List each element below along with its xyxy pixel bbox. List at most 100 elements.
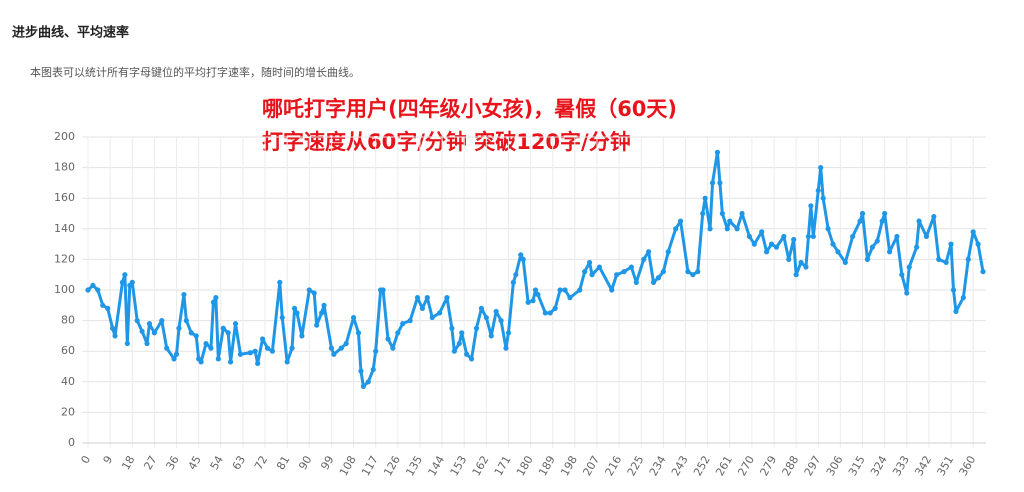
data-point (739, 210, 745, 217)
x-tick-label: 18 (119, 454, 137, 473)
data-point (225, 330, 231, 336)
data-point (360, 383, 366, 389)
x-tick-label: 162 (470, 454, 492, 479)
data-point (781, 233, 787, 240)
data-point (950, 287, 957, 293)
data-point (557, 287, 563, 293)
data-point (864, 256, 871, 262)
data-point (299, 333, 305, 339)
data-point (970, 229, 976, 235)
data-point (953, 308, 959, 315)
data-point (899, 272, 905, 278)
data-point (975, 241, 981, 247)
data-point (464, 351, 470, 357)
data-point (980, 269, 986, 275)
data-point (419, 305, 425, 311)
data-point (228, 359, 234, 365)
data-point (842, 259, 848, 266)
x-tick-label: 135 (403, 454, 425, 479)
y-tick-label: 20 (61, 405, 75, 418)
x-tick-label: 0 (78, 454, 93, 467)
data-point (586, 259, 593, 266)
data-point (773, 244, 780, 250)
data-point (850, 233, 856, 240)
data-point (714, 149, 721, 155)
data-point (451, 348, 457, 354)
x-tick-label: 45 (186, 454, 204, 473)
data-point (255, 360, 261, 367)
data-point (886, 249, 893, 255)
data-point (483, 314, 489, 321)
data-point (562, 287, 568, 293)
y-tick-label: 120 (54, 252, 75, 265)
data-point (503, 345, 509, 351)
data-point (874, 238, 880, 244)
data-point (370, 366, 376, 373)
data-point (321, 302, 327, 308)
data-point (289, 345, 295, 351)
data-point (373, 348, 379, 354)
data-point (203, 340, 209, 347)
y-tick-label: 200 (54, 130, 75, 143)
y-tick-label: 140 (54, 222, 75, 235)
data-point (882, 210, 888, 217)
x-tick-label: 99 (318, 454, 336, 473)
data-point (390, 345, 396, 351)
x-tick-label: 360 (957, 454, 979, 479)
annotation: 打字速度从60字/分钟 突破120字/分钟 (262, 130, 631, 154)
data-point (164, 345, 170, 351)
data-point (518, 252, 524, 258)
data-point (459, 330, 465, 336)
data-point (294, 310, 300, 316)
data-point (751, 241, 757, 247)
data-point (437, 310, 443, 316)
annotation: 哪吒打字用户(四年级小女孩)，暑假（60天) (262, 97, 677, 121)
x-tick-label: 297 (802, 454, 824, 479)
data-point (535, 291, 541, 298)
data-point (655, 275, 662, 281)
data-point (719, 210, 725, 217)
data-point (193, 333, 199, 339)
data-point (791, 236, 797, 243)
x-tick-label: 198 (558, 454, 580, 479)
data-point (473, 325, 480, 331)
data-point (641, 256, 647, 262)
data-point (259, 336, 266, 342)
x-tick-label: 315 (846, 454, 868, 479)
data-point (328, 345, 335, 351)
data-point (331, 351, 337, 357)
x-tick-label: 90 (296, 454, 314, 473)
data-point (176, 325, 182, 331)
x-tick-label: 342 (912, 454, 934, 479)
data-point (727, 218, 733, 224)
x-tick-label: 180 (514, 454, 536, 479)
data-point (220, 325, 226, 331)
data-point (493, 308, 499, 315)
x-tick-label: 306 (824, 454, 846, 479)
data-point (815, 187, 821, 194)
data-point (505, 330, 512, 336)
data-point (264, 345, 271, 351)
x-tick-label: 27 (141, 454, 159, 473)
data-point (542, 310, 548, 316)
data-point (198, 359, 204, 365)
data-point (673, 226, 679, 232)
data-point (857, 218, 863, 224)
x-tick-label: 171 (492, 454, 514, 479)
x-tick-label: 36 (163, 454, 181, 473)
data-point (350, 314, 357, 321)
data-point (213, 295, 219, 301)
x-tick-label: 270 (735, 454, 757, 479)
data-point (338, 345, 344, 351)
x-tick-label: 153 (448, 454, 470, 479)
data-point (859, 210, 866, 217)
data-point (237, 351, 244, 357)
data-point (525, 299, 531, 305)
data-point (906, 264, 912, 270)
x-tick-label: 261 (713, 454, 735, 479)
data-point (134, 318, 140, 324)
data-point (279, 314, 285, 321)
data-point (105, 305, 111, 311)
data-point (798, 259, 804, 266)
